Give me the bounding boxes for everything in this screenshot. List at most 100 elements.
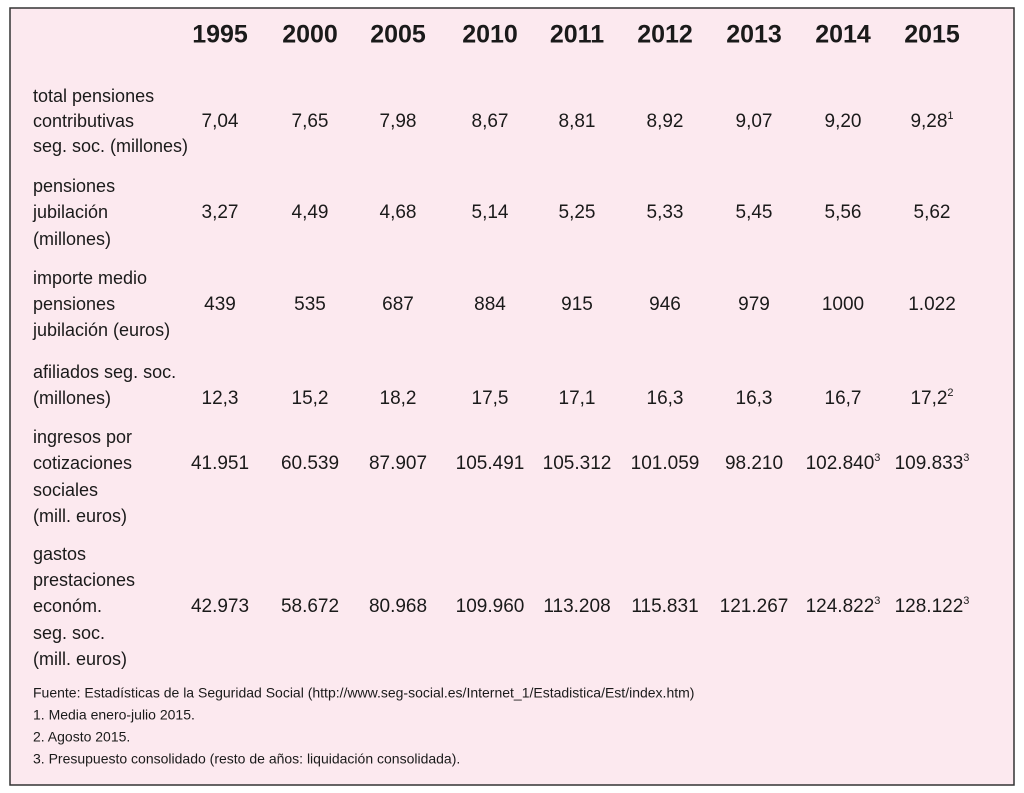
cell-value: 4,49 [292, 202, 329, 223]
footnote-ref: 3 [874, 452, 880, 464]
column-header: 2011 [550, 21, 604, 49]
cell-value: 128.1223 [895, 595, 970, 617]
cell-text: 109.833 [895, 453, 964, 474]
cell-value: 9,281 [910, 110, 953, 132]
cell-value: 41.951 [191, 453, 249, 474]
cell-value: 121.267 [720, 596, 789, 617]
cell-value: 105.312 [543, 453, 612, 474]
cell-value: 7,65 [292, 111, 329, 132]
cell-text: 9,28 [910, 111, 947, 132]
cell-value: 8,81 [559, 111, 596, 132]
column-header: 1995 [192, 21, 248, 49]
cell-text: 128.122 [895, 596, 964, 617]
cell-value: 17,5 [472, 388, 509, 409]
row-label: pensiones [33, 294, 115, 314]
footnote-ref: 3 [963, 595, 969, 607]
cell-value: 5,33 [647, 202, 684, 223]
cell-value: 105.491 [456, 453, 525, 474]
cell-value: 4,68 [380, 202, 417, 223]
cell-value: 5,62 [914, 202, 951, 223]
cell-value: 18,2 [380, 388, 417, 409]
cell-value: 124.8223 [806, 595, 881, 617]
cell-value: 5,14 [472, 202, 509, 223]
row-label: contributivas [33, 111, 134, 131]
cell-text: 102.840 [806, 453, 875, 474]
cell-value: 8,92 [647, 111, 684, 132]
cell-value: 1.022 [908, 294, 956, 315]
footnote: 3. Presupuesto consolidado (resto de año… [33, 751, 460, 767]
cell-value: 109.960 [456, 596, 525, 617]
row-label: (millones) [33, 229, 111, 249]
cell-value: 535 [294, 294, 326, 315]
row-label: (mill. euros) [33, 506, 127, 526]
cell-value: 946 [649, 294, 681, 315]
cell-value: 9,20 [825, 111, 862, 132]
cell-value: 9,07 [736, 111, 773, 132]
cell-value: 98.210 [725, 453, 783, 474]
row-label: prestaciones [33, 570, 135, 590]
footnote: 2. Agosto 2015. [33, 729, 130, 745]
footnote-ref: 2 [947, 387, 953, 399]
cell-value: 17,22 [910, 387, 953, 409]
cell-value: 58.672 [281, 596, 339, 617]
cell-value: 979 [738, 294, 770, 315]
row-label: importe medio [33, 268, 147, 288]
cell-value: 42.973 [191, 596, 249, 617]
row-label: seg. soc. (millones) [33, 136, 188, 156]
cell-value: 16,7 [825, 388, 862, 409]
cell-value: 687 [382, 294, 414, 315]
row-label: jubilación [32, 202, 108, 222]
cell-value: 7,04 [202, 111, 239, 132]
footnote-ref: 3 [874, 595, 880, 607]
cell-value: 16,3 [647, 388, 684, 409]
row-label: (mill. euros) [33, 649, 127, 669]
row-label: ingresos por [33, 427, 132, 447]
cell-value: 17,1 [559, 388, 596, 409]
cell-value: 7,98 [380, 111, 417, 132]
cell-value: 884 [474, 294, 506, 315]
row-label: jubilación (euros) [32, 320, 170, 340]
cell-value: 439 [204, 294, 236, 315]
cell-value: 16,3 [736, 388, 773, 409]
cell-value: 5,45 [736, 202, 773, 223]
cell-value: 102.8403 [806, 452, 881, 474]
column-header: 2014 [815, 21, 871, 49]
cell-value: 5,56 [825, 202, 862, 223]
table-frame [9, 7, 1015, 786]
footnote: 1. Media enero-julio 2015. [33, 707, 195, 723]
cell-value: 101.059 [631, 453, 700, 474]
cell-value: 87.907 [369, 453, 427, 474]
cell-text: 124.822 [806, 596, 875, 617]
footnote-ref: 1 [947, 110, 953, 122]
column-header: 2010 [462, 21, 518, 49]
footnote-ref: 3 [963, 452, 969, 464]
cell-value: 12,3 [202, 388, 239, 409]
row-label: pensiones [33, 176, 115, 196]
column-header: 2013 [726, 21, 782, 49]
column-header: 2015 [904, 21, 960, 49]
cell-value: 113.208 [543, 596, 610, 617]
cell-value: 5,25 [559, 202, 596, 223]
cell-value: 109.8333 [895, 452, 970, 474]
cell-value: 80.968 [369, 596, 427, 617]
cell-value: 60.539 [281, 453, 339, 474]
row-label: afiliados seg. soc. [33, 362, 176, 382]
cell-text: 17,2 [910, 388, 947, 409]
row-label: sociales [33, 480, 98, 500]
cell-value: 115.831 [631, 596, 698, 617]
row-label: cotizaciones [33, 453, 132, 473]
column-header: 2005 [370, 21, 426, 49]
cell-value: 15,2 [292, 388, 329, 409]
row-label: total pensiones [33, 86, 154, 106]
cell-value: 1000 [822, 294, 864, 315]
footnote: Fuente: Estadísticas de la Seguridad Soc… [33, 685, 694, 701]
row-label: gastos [33, 544, 86, 564]
row-label: seg. soc. [33, 623, 105, 643]
row-label: (millones) [33, 388, 111, 408]
cell-value: 3,27 [202, 202, 239, 223]
cell-value: 8,67 [472, 111, 509, 132]
column-header: 2000 [282, 21, 338, 49]
cell-value: 915 [561, 294, 593, 315]
row-label: económ. [33, 596, 102, 616]
